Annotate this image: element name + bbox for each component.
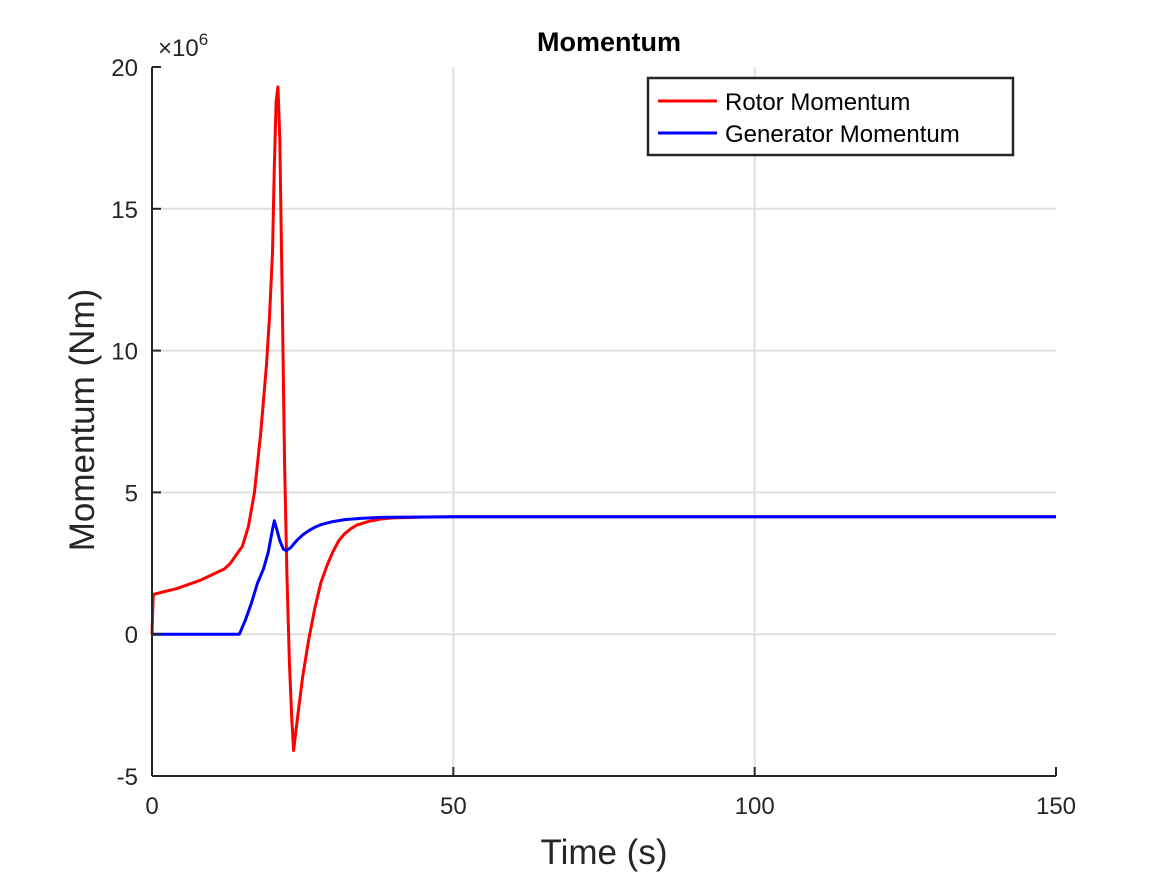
- y-axis-multiplier: ×106: [158, 30, 208, 62]
- grid-lines: [152, 67, 1056, 776]
- x-tick-labels: 0 50 100 150: [145, 793, 1076, 820]
- legend-label-generator: Generator Momentum: [725, 121, 960, 148]
- x-tick-label: 0: [145, 793, 158, 820]
- x-tick-label: 150: [1036, 793, 1076, 820]
- series-line-rotor: [150, 85, 1056, 752]
- legend: Rotor Momentum Generator Momentum: [646, 76, 1015, 157]
- y-tick-label: -5: [117, 764, 138, 791]
- y-tick-labels: -5 0 5 10 15 20: [111, 55, 138, 791]
- y-axis-label: Momentum (Nm): [63, 289, 102, 552]
- legend-label-rotor: Rotor Momentum: [725, 89, 910, 116]
- y-axis-multiplier-base: ×10: [158, 35, 199, 62]
- y-tick-label: 10: [111, 339, 138, 366]
- legend-box: [646, 76, 1015, 157]
- y-tick-label: 0: [125, 622, 138, 649]
- x-axis-label: Time (s): [540, 833, 667, 872]
- plot-area: [152, 67, 1056, 776]
- series-line-generator: [152, 515, 1056, 636]
- chart-title: Momentum: [537, 27, 681, 57]
- y-tick-label: 20: [111, 55, 138, 82]
- y-axis-multiplier-exponent: 6: [199, 30, 208, 49]
- series-lines: [150, 85, 1056, 752]
- y-tick-label: 5: [125, 480, 138, 507]
- y-tick-label: 15: [111, 197, 138, 224]
- x-tick-label: 100: [735, 793, 775, 820]
- x-tick-label: 50: [440, 793, 467, 820]
- axes: [151, 66, 1057, 777]
